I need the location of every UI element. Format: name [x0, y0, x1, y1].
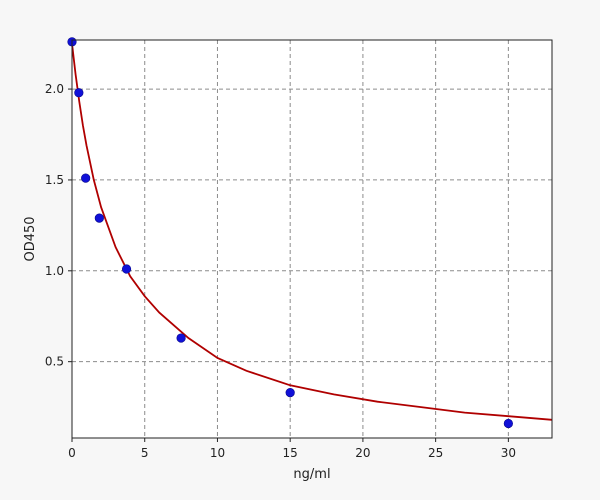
grid	[72, 40, 552, 438]
data-point	[121, 264, 132, 274]
fit-curve-layer	[71, 43, 553, 421]
y-tick-label: 2.0	[45, 82, 64, 96]
y-tick-label: 1.5	[45, 173, 64, 187]
y-tick-label: 1.0	[45, 264, 64, 278]
y-axis-ticks: 0.5 1.0 1.5 2.0	[45, 82, 72, 369]
x-tick-label: 5	[141, 446, 149, 460]
plot-background	[72, 40, 552, 438]
x-tick-label: 10	[210, 446, 225, 460]
x-axis-title: ng/ml	[293, 467, 330, 482]
data-point	[94, 213, 104, 223]
y-axis-title: OD450	[23, 216, 38, 261]
data-point	[285, 387, 295, 398]
x-tick-label: 15	[283, 446, 298, 460]
y-tick-label: 0.5	[45, 355, 64, 369]
x-tick-label: 30	[501, 446, 516, 460]
data-point	[176, 333, 186, 343]
fit-curve-line	[71, 43, 553, 421]
x-tick-label: 0	[68, 446, 76, 460]
x-tick-label: 25	[428, 446, 443, 460]
data-point	[503, 418, 513, 429]
data-point	[74, 88, 84, 98]
data-point	[81, 173, 91, 183]
x-axis-ticks: 0 5 10 15 20 25 30	[68, 438, 516, 460]
x-tick-label: 20	[355, 446, 370, 460]
plot-frame	[71, 39, 553, 439]
